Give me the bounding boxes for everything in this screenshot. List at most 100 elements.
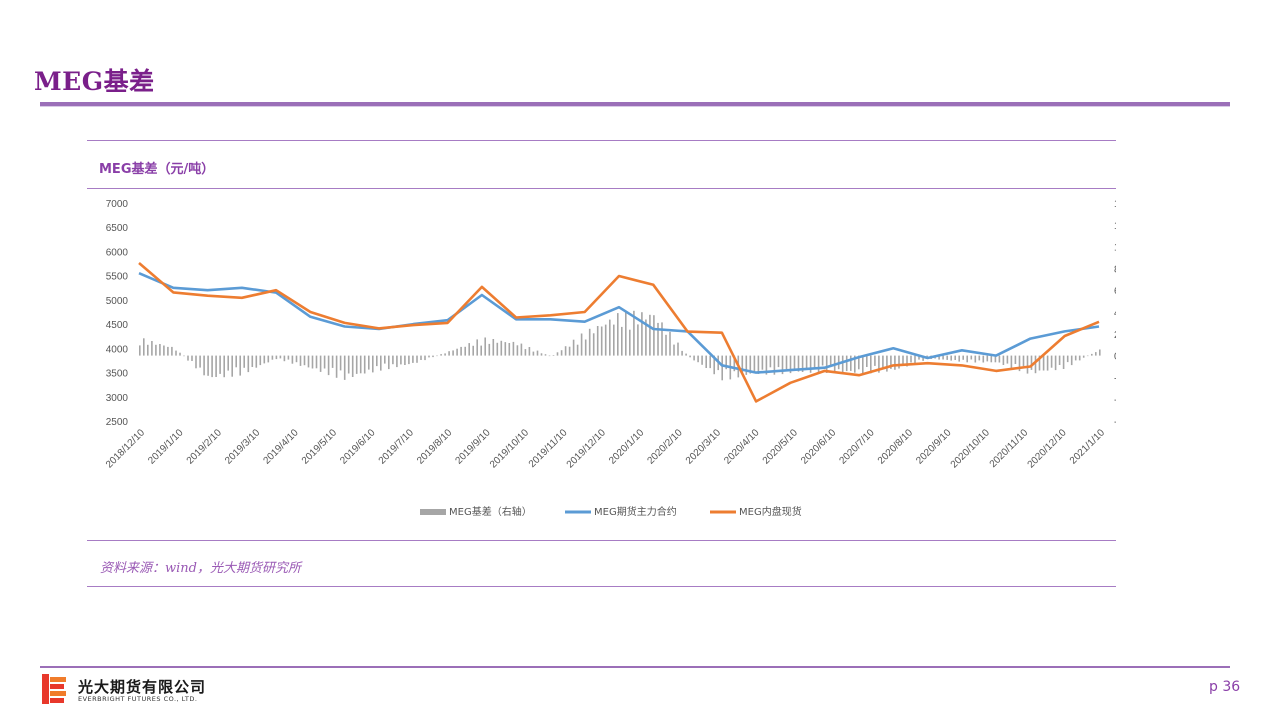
basis-bar [781,355,784,375]
basis-bar [279,355,282,359]
y-left-tick-label: 5500 [106,272,129,283]
x-tick-label: 2019/7/10 [377,427,417,467]
basis-bar [207,355,209,376]
basis-bar [151,341,153,356]
y-left-tick-label: 5000 [106,296,129,307]
basis-bar [1099,349,1101,356]
basis-bar [773,355,776,375]
basis-bar [1058,355,1061,365]
basis-bar [1078,355,1081,361]
legend-label-spot: MEG内盘现货 [739,505,802,518]
basis-bar [918,355,920,360]
basis-bar [376,355,378,367]
basis-bar [801,355,804,372]
basis-bar [263,355,266,364]
header-rule-light [40,106,1230,107]
basis-bar [247,355,250,373]
basis-bar [1022,355,1025,366]
basis-bar [693,355,695,361]
basis-bar [319,355,322,372]
basis-bar [460,346,462,356]
basis-bar [1082,355,1085,358]
basis-bar [572,339,575,356]
basis-bar [556,352,559,356]
panel-source-line [87,540,1116,541]
basis-bar [966,355,968,363]
basis-bar [508,343,511,356]
basis-bar [231,355,233,377]
basis-bar [617,313,619,356]
basis-bar [1070,355,1073,366]
basis-bar [404,355,406,365]
basis-bar [757,355,760,374]
basis-bar [444,353,446,356]
basis-bar [809,355,812,373]
y-right-tick-label: -400 [1114,395,1116,406]
basis-bar [1086,355,1089,357]
basis-bar [785,355,788,369]
y-right-tick-label: -200 [1114,373,1116,384]
basis-bar [1034,355,1037,374]
x-tick-label: 2019/3/10 [223,427,263,467]
x-tick-label: 2020/2/10 [645,427,685,467]
basis-bar [761,355,764,370]
basis-bar [596,326,599,356]
company-name-en: EVERBRIGHT FUTURES CO., LTD. [78,695,198,703]
x-tick-label: 2020/11/10 [988,427,1031,470]
basis-bar [295,355,298,363]
basis-bar [858,355,860,370]
basis-bar [641,312,643,356]
chart-title: MEG基差（元/吨） [99,162,215,177]
basis-bar [576,344,579,356]
basis-bar [701,355,703,365]
basis-bar [139,345,141,356]
basis-bar [195,355,197,369]
basis-bar [520,343,523,356]
y-right-tick-label: 0 [1114,352,1116,363]
basis-bar [898,355,900,369]
basis-bar [327,355,330,376]
basis-bar [1010,355,1013,369]
basis-bar [821,355,824,366]
basis-bar [854,355,856,373]
basis-bar [753,355,756,373]
basis-bar [1018,355,1021,372]
y-left-tick-label: 4500 [106,320,129,331]
basis-bar [299,355,302,366]
basis-bar [476,339,478,356]
basis-bar [355,355,358,374]
basis-bar [380,355,382,371]
basis-bar [147,344,149,356]
x-tick-label: 2020/6/10 [799,427,839,467]
basis-bar [227,355,229,371]
x-tick-label: 2019/12/10 [565,427,608,470]
x-tick-label: 2018/12/10 [104,427,147,470]
basis-bar [713,355,715,375]
basis-bar [456,348,458,356]
basis-bar [291,355,294,364]
basis-bar [203,355,205,376]
basis-bar [191,355,193,361]
basis-bar [536,350,539,356]
header-rule [40,102,1230,106]
basis-bar [235,355,237,368]
basis-bar [1091,353,1093,356]
basis-bar [211,355,213,378]
x-tick-label: 2019/11/10 [527,427,570,470]
basis-bar [219,355,221,374]
basis-bar [1002,355,1005,365]
basis-bar [661,322,663,356]
basis-bar [942,355,944,360]
y-right-tick-label: 1000 [1114,243,1116,254]
basis-bar [986,355,989,362]
basis-bar [1038,355,1041,371]
basis-bar [303,355,306,366]
basis-bar [532,351,535,356]
basis-bar [283,355,286,362]
basis-bar [167,346,169,356]
basis-bar [267,355,270,363]
basis-bar [323,355,326,369]
basis-bar [315,355,318,369]
basis-bar [488,343,491,356]
panel-bottom-line [87,586,1116,587]
